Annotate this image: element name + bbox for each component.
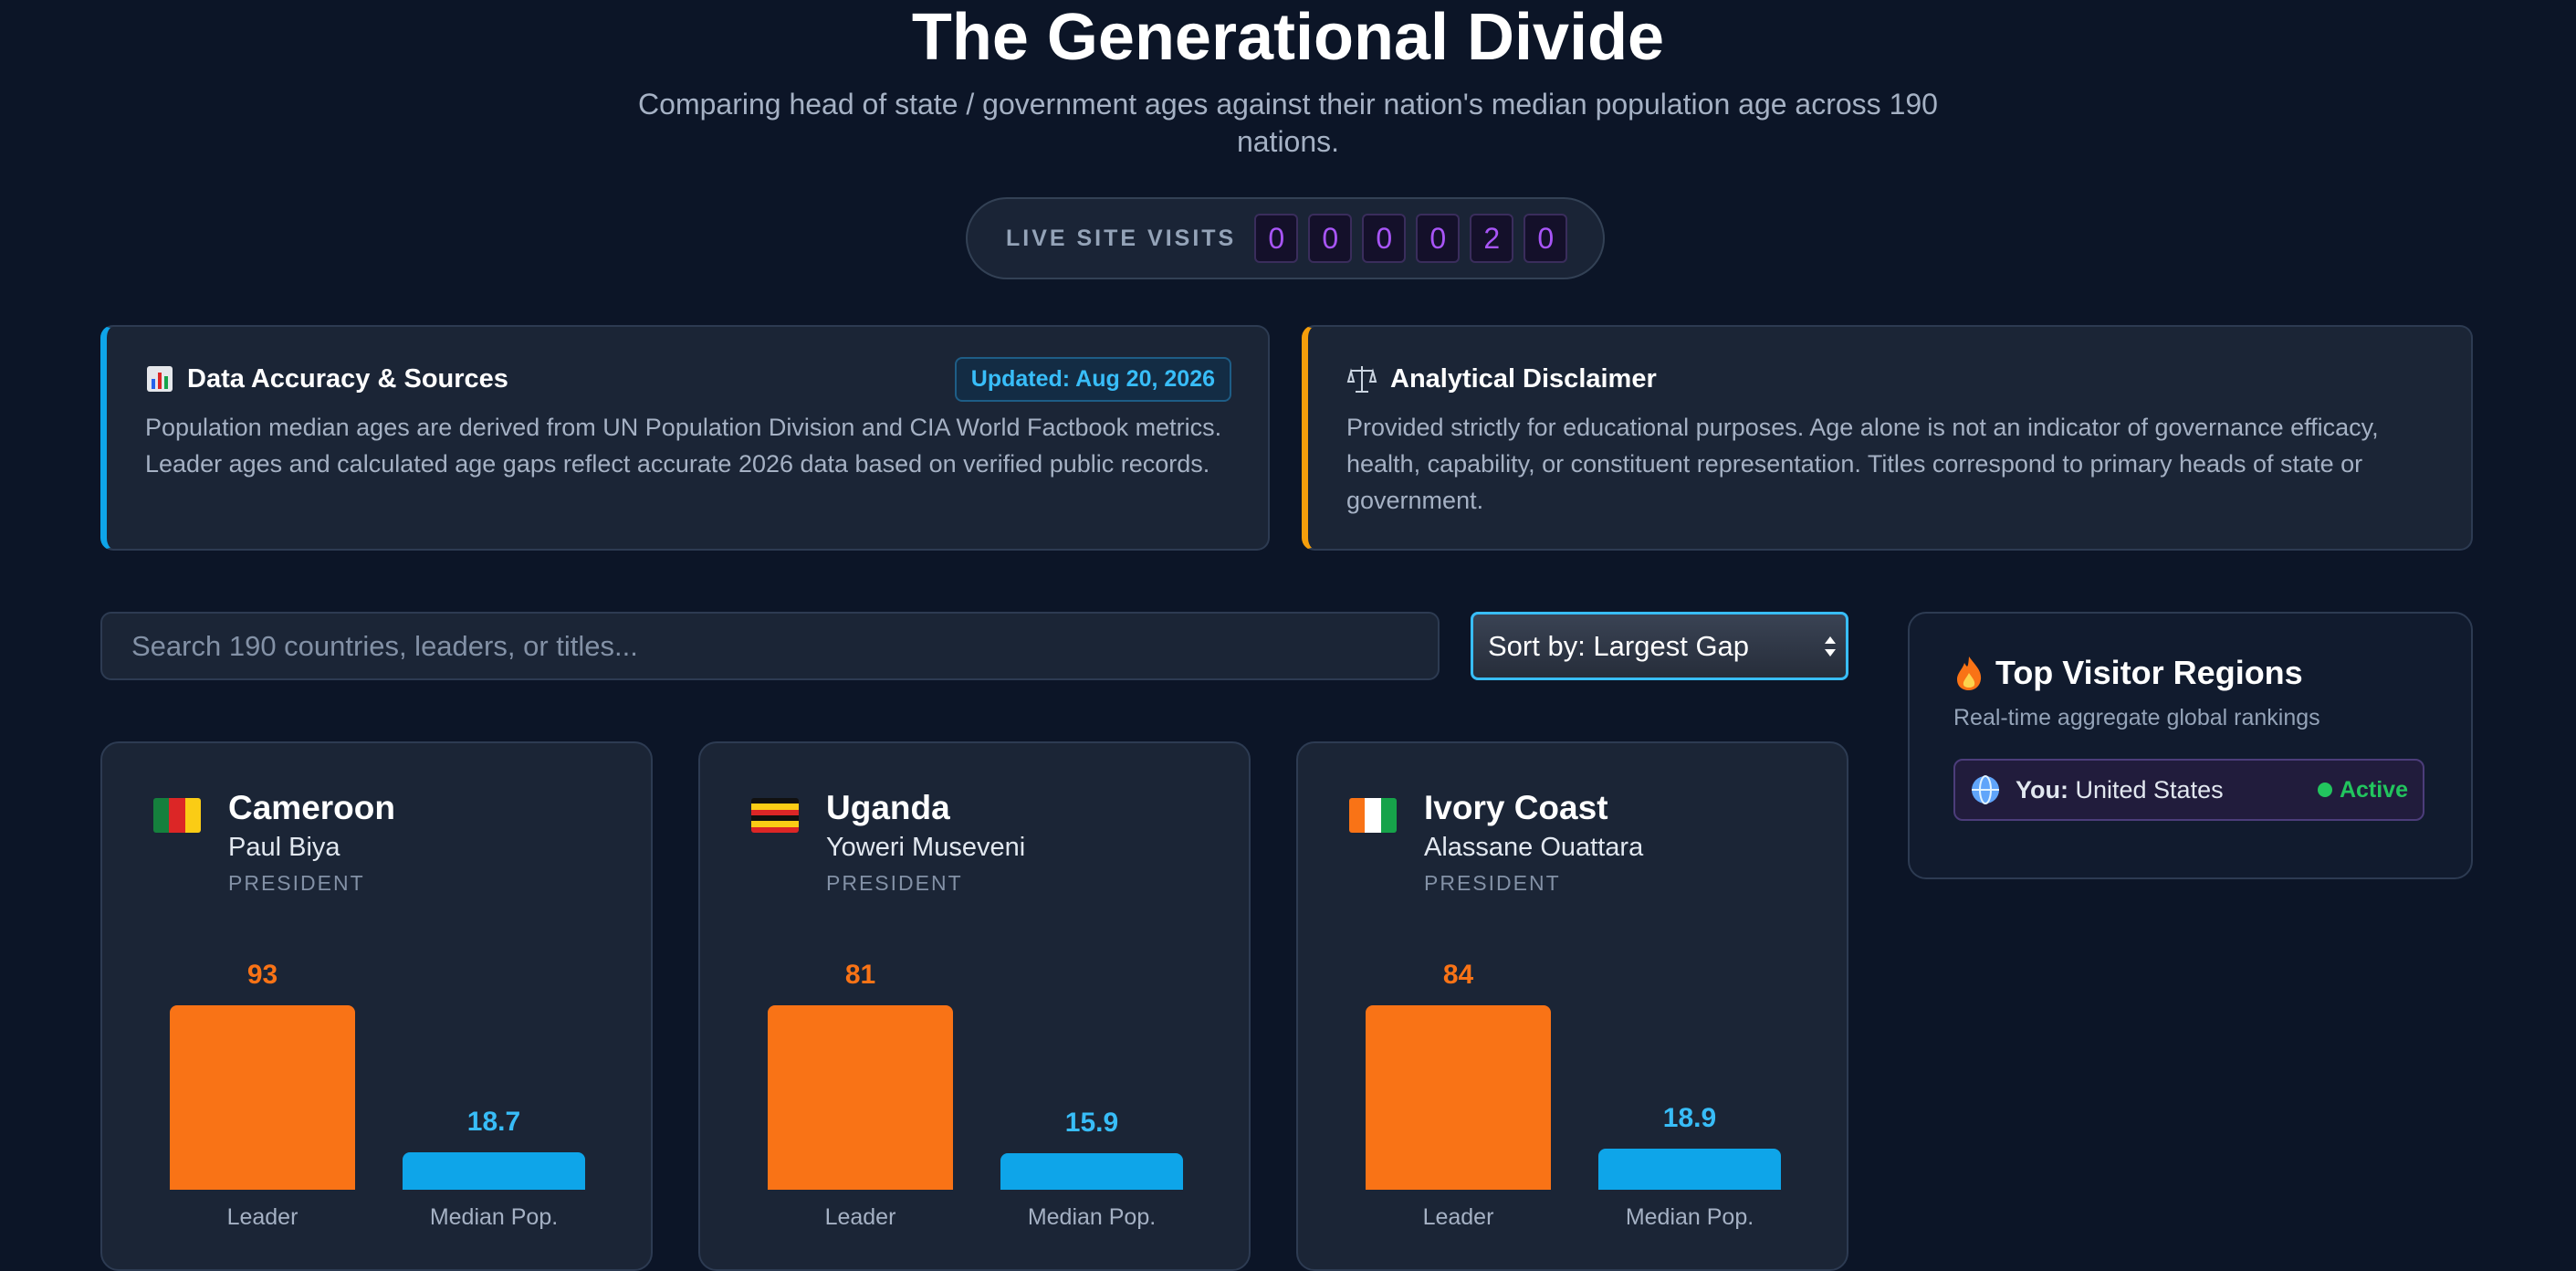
updated-badge: Updated: Aug 20, 2026 — [954, 356, 1231, 402]
scale-icon — [1346, 366, 1377, 393]
visit-digit: 0 — [1524, 214, 1568, 263]
flag-stripe — [1365, 798, 1381, 833]
bar-label: Leader — [226, 1204, 298, 1230]
country-name: Cameroon — [228, 789, 395, 826]
flag-stripe — [1349, 798, 1366, 833]
leader-name: Yoweri Museveni — [826, 833, 1026, 862]
select-arrows — [1825, 636, 1836, 657]
country-name: Ivory Coast — [1424, 789, 1608, 826]
visitor-label: You: — [2016, 775, 2068, 804]
flag-stripe — [1380, 798, 1397, 833]
flag-stripe — [751, 798, 799, 804]
bar-label: Median Pop. — [1027, 1204, 1157, 1230]
leader-name: Paul Biya — [228, 833, 340, 862]
flag-stripe — [751, 804, 799, 810]
flag-stripe — [751, 826, 799, 833]
flag-icon — [1349, 798, 1397, 833]
sort-select[interactable]: Sort by: Largest Gap — [1471, 612, 1848, 680]
notice-head: Analytical Disclaimer — [1346, 356, 2435, 402]
bar-value: 93 — [246, 960, 278, 990]
visitor-status-wrap: Active — [2317, 776, 2408, 804]
visitor-row: You: United States Active — [1953, 759, 2424, 821]
country-card: Uganda Yoweri Museveni PRESIDENT 81 Leader 15… — [698, 741, 1251, 1271]
sort-label: Sort by: Largest Gap — [1488, 629, 1750, 662]
flag-icon — [153, 798, 201, 833]
age-bar — [1598, 1148, 1781, 1190]
bar-value: 18.7 — [466, 1107, 521, 1138]
visit-digit: 0 — [1416, 214, 1461, 263]
visitor-head: Top Visitor Regions — [1953, 654, 2471, 692]
flag-stripe — [169, 798, 185, 833]
visit-digit: 2 — [1470, 214, 1514, 263]
visit-digit: 0 — [1254, 214, 1299, 263]
country-card: Cameroon Paul Biya PRESIDENT 93 Leader 18.7 Me… — [100, 741, 653, 1271]
leader-name: Alassane Ouattara — [1424, 833, 1644, 862]
page-title: The Generational Divide — [911, 1, 1665, 74]
bar-label: Leader — [824, 1204, 896, 1230]
age-bar — [170, 1005, 355, 1190]
bar-value: 81 — [844, 960, 876, 990]
flag-stripe — [751, 821, 799, 827]
leader-title: PRESIDENT — [1424, 871, 1561, 895]
country-card: Ivory Coast Alassane Ouattara PRESIDENT 84 L… — [1296, 741, 1848, 1271]
country-name: Uganda — [826, 789, 950, 826]
visitor-country: United States — [2075, 775, 2224, 804]
flag-stripe — [751, 809, 799, 815]
chart-icon — [147, 366, 173, 392]
visit-digit: 0 — [1308, 214, 1353, 263]
leader-title: PRESIDENT — [228, 871, 365, 895]
visitor-title: Top Visitor Regions — [1995, 654, 2303, 691]
age-bar — [403, 1152, 585, 1190]
age-bar — [1000, 1153, 1183, 1190]
flag-stripe — [153, 798, 170, 833]
page-subtitle: Comparing head of state / government age… — [638, 88, 1938, 158]
flag-icon — [751, 798, 799, 833]
leader-title: PRESIDENT — [826, 871, 963, 895]
notice-text: Population median ages are derived from … — [145, 414, 1222, 478]
notice-card: Data Accuracy & Sources Updated: Aug 20,… — [100, 325, 1270, 551]
bar-label: Leader — [1422, 1204, 1494, 1230]
flag-stripe — [184, 798, 201, 833]
visitor-panel: Top Visitor Regions Real-time aggregate … — [1908, 612, 2473, 879]
flag-stripe — [751, 814, 799, 822]
visitor-subtitle: Real-time aggregate global rankings — [1953, 705, 2320, 730]
visit-label: LIVE SITE VISITS — [1006, 225, 1237, 251]
notice-head: Data Accuracy & Sources Updated: Aug 20,… — [145, 356, 1231, 402]
visitor-status: Active — [2339, 776, 2408, 803]
notice-text: Provided strictly for educational purpos… — [1346, 414, 2379, 514]
bar-label: Median Pop. — [1625, 1204, 1754, 1230]
notice-title: Analytical Disclaimer — [1390, 363, 1657, 394]
search-input[interactable]: Search 190 countries, leaders, or titles… — [100, 612, 1440, 680]
bar-label: Median Pop. — [429, 1204, 559, 1230]
notice-title: Data Accuracy & Sources — [187, 363, 508, 394]
globe-icon — [1972, 775, 1999, 804]
notice-card: Analytical Disclaimer Provided strictly … — [1302, 325, 2473, 551]
visit-digit: 0 — [1362, 214, 1407, 263]
bar-value: 18.9 — [1662, 1102, 1717, 1133]
age-bar — [1366, 1005, 1551, 1190]
age-bar — [768, 1005, 953, 1190]
bar-value: 15.9 — [1064, 1108, 1119, 1139]
bar-value: 84 — [1442, 960, 1474, 990]
status-dot — [2317, 783, 2332, 797]
fire-icon — [1957, 657, 1982, 690]
